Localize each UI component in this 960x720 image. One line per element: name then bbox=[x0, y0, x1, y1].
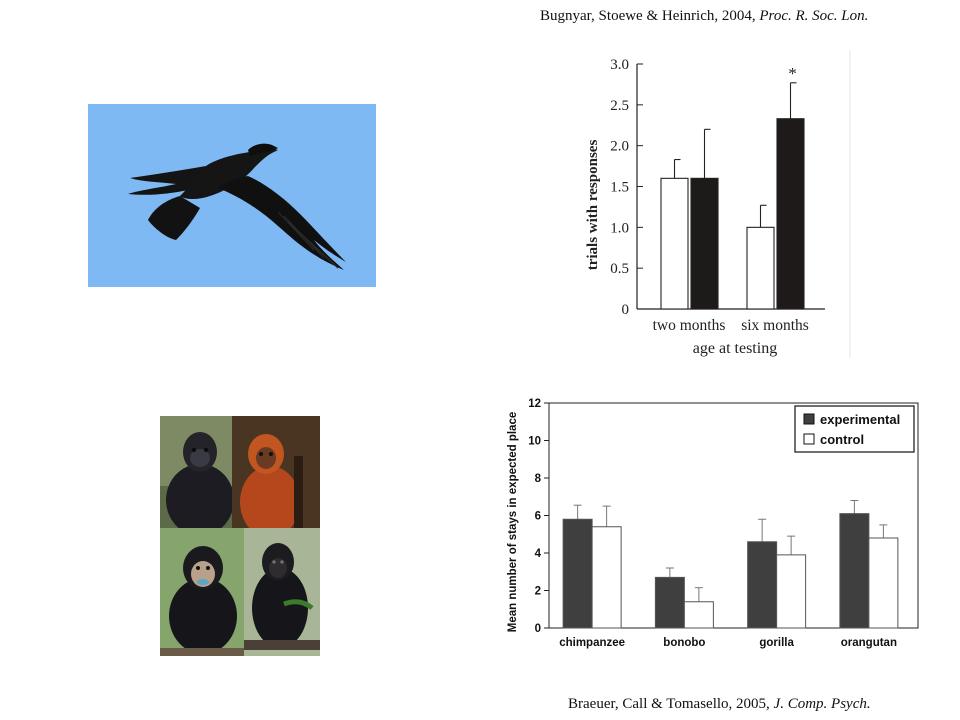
apes-chart-bar bbox=[683, 601, 714, 629]
raven-bar-chart: * 0 0.5 1.0 1.5 2.0 2.5 3.0 two months six mont… bbox=[585, 50, 851, 358]
orangutan-photo bbox=[232, 416, 320, 536]
raven-chart-bar bbox=[660, 177, 689, 310]
raven-chart-xticks: two months six months bbox=[653, 317, 809, 334]
apes-chart-bar bbox=[776, 554, 807, 629]
raven-chart-xtick-label: six months bbox=[741, 317, 809, 334]
citation-bottom: Braeuer, Call & Tomasello, 2005, J. Comp… bbox=[568, 696, 871, 713]
raven-chart-ytick-label: 1.0 bbox=[610, 220, 629, 236]
apes-chart-bar bbox=[868, 537, 899, 629]
raven-illustration bbox=[128, 143, 346, 270]
apes-chart-xticks: chimpanzee bonobo gorilla orangutan bbox=[559, 637, 897, 649]
apes-chart-xtick-label: bonobo bbox=[663, 637, 705, 649]
legend-swatch-control bbox=[803, 433, 815, 445]
apes-chart-ytick-label: 8 bbox=[535, 473, 542, 485]
raven-chart-bar bbox=[690, 177, 719, 310]
apes-chart-ytick-label: 12 bbox=[528, 398, 541, 410]
apes-chart-xtick-label: chimpanzee bbox=[559, 637, 625, 649]
raven-chart-bar bbox=[776, 118, 805, 310]
citation-top-journal: Proc. R. Soc. Lon. bbox=[759, 8, 869, 24]
apes-chart-bar bbox=[654, 576, 685, 629]
raven-chart-bars: * bbox=[660, 64, 805, 310]
apes-chart-ytick-label: 4 bbox=[535, 548, 542, 560]
raven-chart-ylabel: trials with responses bbox=[585, 140, 601, 271]
citation-top-authors: Bugnyar, Stoewe & Heinrich, 2004, bbox=[540, 8, 760, 24]
citation-bottom-journal: J. Comp. Psych. bbox=[773, 696, 871, 712]
apes-chart-legend: experimental control bbox=[794, 405, 915, 453]
apes-chart-ytick-label: 6 bbox=[535, 511, 541, 523]
citation-bottom-authors: Braeuer, Call & Tomasello, 2005, bbox=[568, 696, 774, 712]
bonobo-photo bbox=[244, 528, 320, 656]
raven-chart-ytick-label: 2.0 bbox=[610, 139, 629, 155]
apes-chart-ytick-label: 0 bbox=[535, 623, 541, 635]
raven-chart-significance-star: * bbox=[788, 64, 797, 83]
raven-chart-xtick-label: two months bbox=[653, 317, 726, 334]
apes-chart-bar bbox=[747, 541, 778, 629]
apes-chart-xtick-label: gorilla bbox=[759, 637, 794, 649]
legend-label-control: control bbox=[820, 432, 864, 447]
raven-chart-ytick-label: 0 bbox=[622, 302, 630, 318]
apes-chart-ytick-label: 2 bbox=[535, 586, 541, 598]
apes-chart-bar bbox=[839, 513, 870, 629]
raven-photo bbox=[88, 104, 376, 287]
chimpanzee-photo bbox=[160, 528, 246, 656]
raven-chart-ytick-label: 3.0 bbox=[610, 57, 629, 73]
raven-chart-bar bbox=[746, 226, 775, 310]
legend-label-experimental: experimental bbox=[820, 412, 900, 427]
gorilla-photo bbox=[160, 416, 240, 536]
apes-chart-xtick-label: orangutan bbox=[841, 637, 897, 649]
raven-chart-xlabel: age at testing bbox=[693, 340, 777, 357]
citation-top: Bugnyar, Stoewe & Heinrich, 2004, Proc. … bbox=[540, 8, 868, 25]
apes-chart-ylabel: Mean number of stays in expected place bbox=[507, 412, 519, 633]
apes-chart-yticks: 0 2 4 6 8 10 12 bbox=[528, 398, 549, 635]
apes-chart-bars bbox=[562, 500, 899, 629]
apes-chart-bar bbox=[562, 518, 593, 629]
raven-chart-ytick-label: 0.5 bbox=[610, 261, 629, 277]
apes-chart-bar bbox=[591, 526, 622, 629]
raven-chart-ytick-label: 2.5 bbox=[610, 98, 629, 114]
legend-swatch-experimental bbox=[803, 413, 815, 425]
raven-chart-yticks: 0 0.5 1.0 1.5 2.0 2.5 3.0 bbox=[610, 57, 643, 318]
apes-photo-grid bbox=[160, 416, 320, 656]
apes-bar-chart: 0 2 4 6 8 10 12 chimpanzee bonobo gorilla orangut… bbox=[507, 398, 919, 649]
apes-chart-ytick-label: 10 bbox=[528, 436, 541, 448]
raven-chart-ytick-label: 1.5 bbox=[610, 180, 629, 196]
